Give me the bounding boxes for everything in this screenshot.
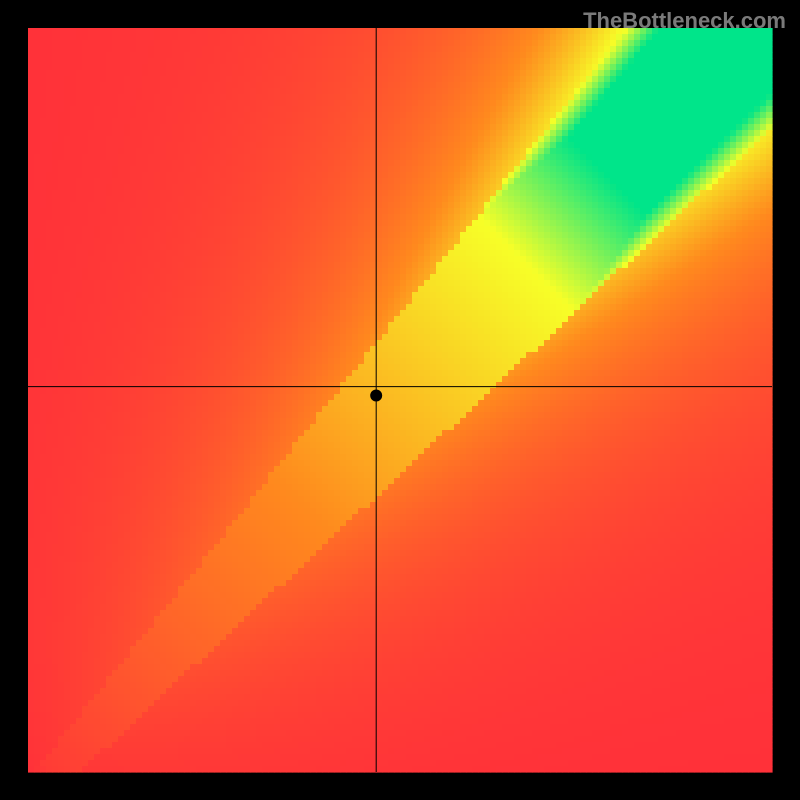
crosshair-dot: [370, 390, 382, 402]
heatmap-svg: [0, 0, 800, 800]
chart-wrap: [0, 0, 800, 800]
heatmap-cells: [28, 28, 773, 773]
chart-container: TheBottleneck.com: [0, 0, 800, 800]
attribution-text: TheBottleneck.com: [583, 8, 786, 34]
